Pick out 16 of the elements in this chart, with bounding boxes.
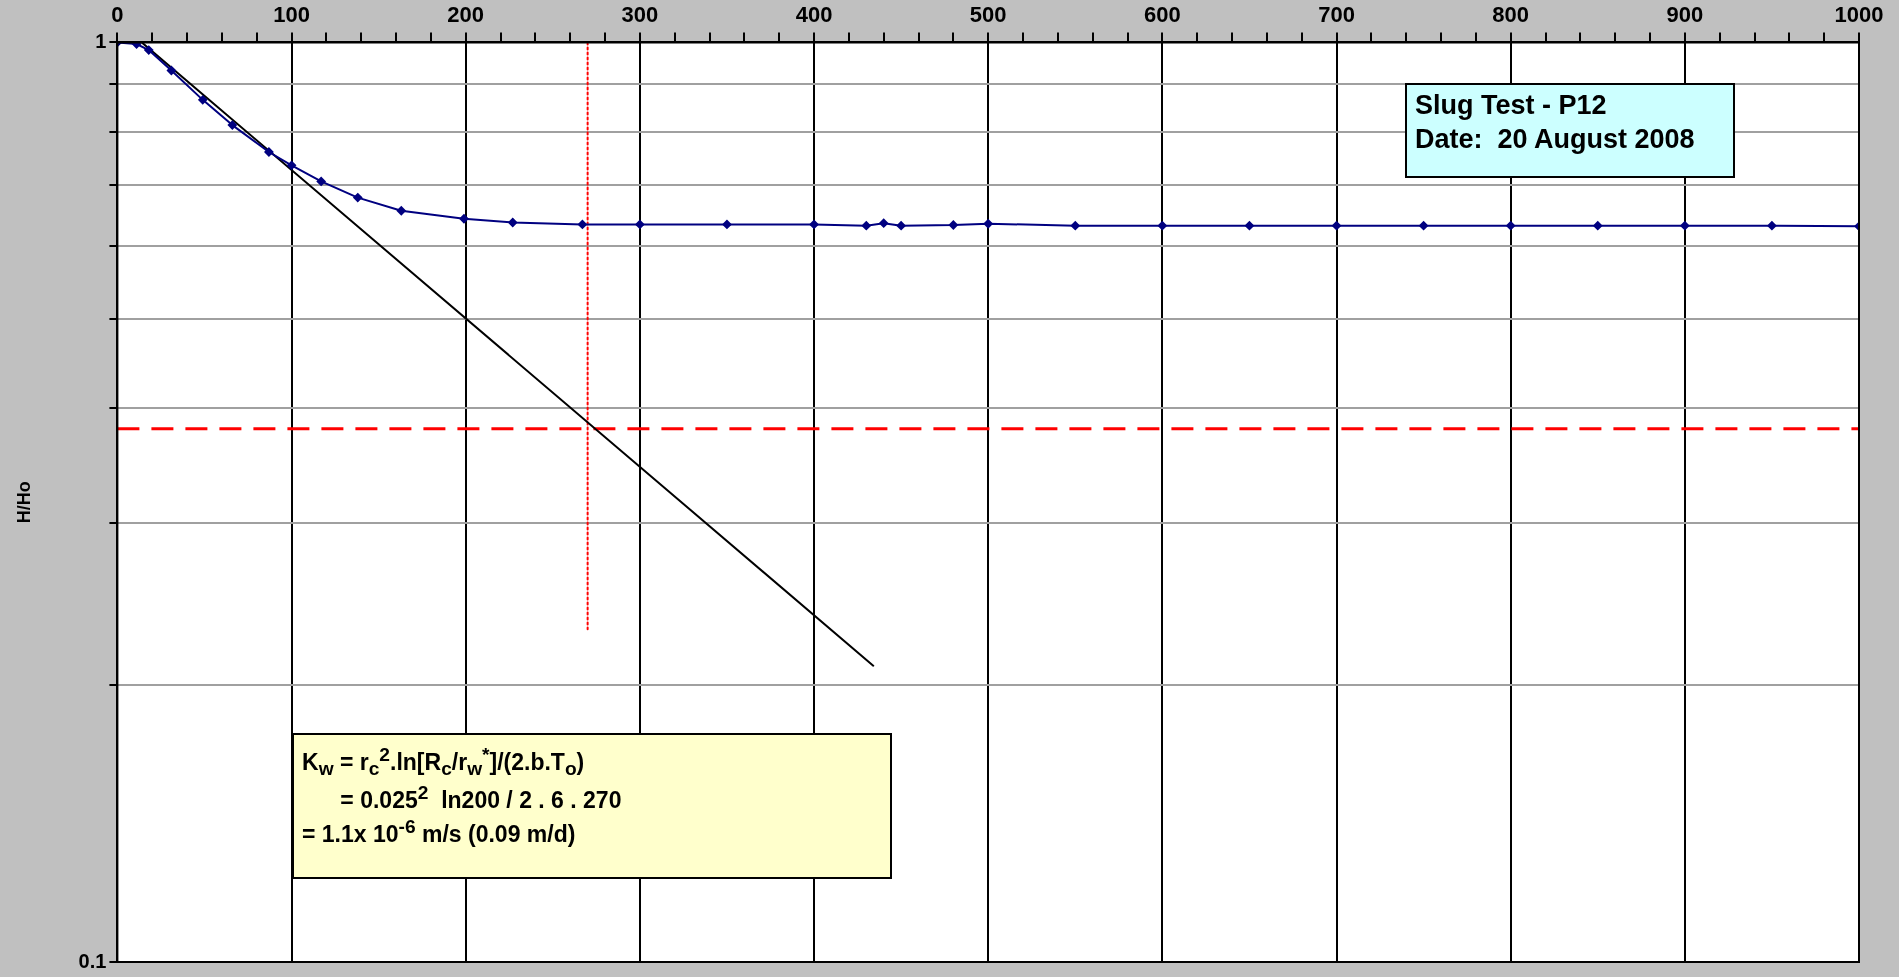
x-tick-label: 100 (273, 2, 310, 28)
x-tick-label: 200 (447, 2, 485, 28)
x-tick-label: 500 (969, 2, 1007, 28)
y-axis-title: H/Ho (13, 481, 34, 524)
x-tick-label: 900 (1666, 2, 1704, 28)
x-tick-label: 0 (111, 2, 124, 28)
x-tick-label: 1000 (1834, 2, 1884, 28)
note-box: Slug Test - P12 Date: 20 August 2008 (1405, 83, 1735, 178)
x-tick-label: 400 (795, 2, 833, 28)
x-tick-label: 300 (621, 2, 659, 28)
x-tick-label: 700 (1318, 2, 1355, 28)
x-tick-label: 800 (1492, 2, 1530, 28)
y-tick-label: 0.1 (78, 949, 107, 972)
note-box: K$_{w}$ = r$_{c}$$^{2}$.ln[R$_{c}$/r$_{w}$$^{*}$]/(2.b.T$_{o}$) = 0.025$^{2}$ ln200 / 2 . 6 . 270 = 1.1x 10$^{-6}$ m/s (0.09 m/d) (292, 733, 892, 879)
y-tick-label: 1 (95, 29, 107, 52)
x-tick-label: 600 (1144, 2, 1181, 28)
